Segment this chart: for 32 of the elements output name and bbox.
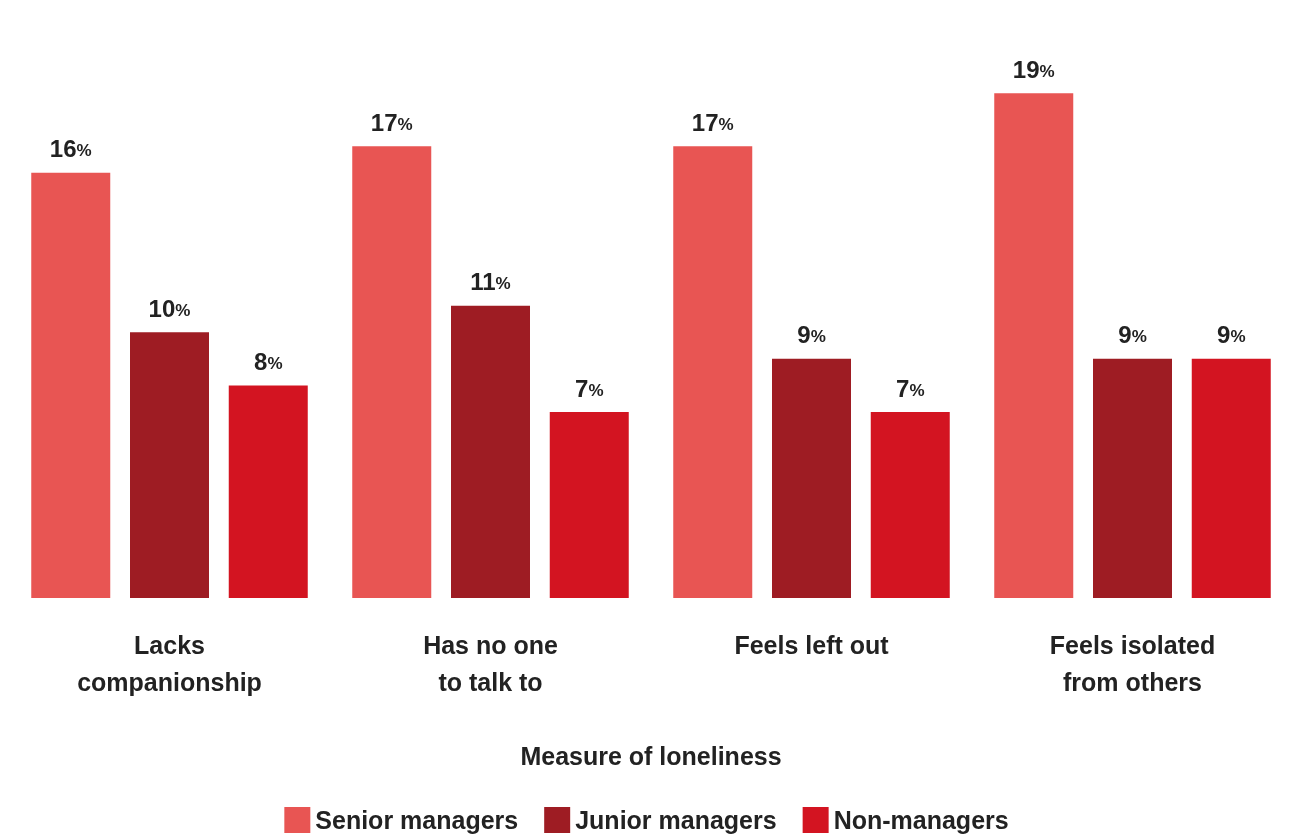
bar — [994, 93, 1074, 598]
x-tick-label: Lacks companionship — [77, 630, 262, 696]
data-label: 17% — [691, 108, 734, 136]
data-label: 17% — [370, 108, 413, 136]
x-tick-label: Has no one to talk to — [423, 630, 558, 696]
data-label: 8% — [254, 347, 283, 375]
bar — [772, 358, 851, 598]
x-axis-title: Measure of loneliness — [520, 741, 782, 770]
data-label: 9% — [797, 321, 826, 349]
data-label: 9% — [1217, 321, 1246, 349]
bar — [673, 146, 753, 598]
bar — [549, 412, 629, 598]
bar — [451, 305, 530, 598]
data-label: 9% — [1118, 321, 1147, 349]
data-label: 16% — [49, 135, 92, 163]
legend-label: Non-managers — [833, 806, 1009, 834]
bar — [870, 412, 950, 598]
x-tick-label: Feels isolated from others — [1049, 630, 1216, 696]
bar — [31, 172, 111, 598]
data-label: 7% — [896, 374, 925, 402]
x-tick-label: Feels left out — [734, 630, 890, 659]
bar — [130, 332, 209, 598]
bar — [352, 146, 432, 598]
bar — [1191, 358, 1271, 598]
bar — [1093, 358, 1172, 598]
legend-label: Senior managers — [315, 806, 519, 834]
data-label: 7% — [575, 374, 604, 402]
data-label: 11% — [470, 268, 511, 296]
legend-label: Junior managers — [575, 806, 777, 834]
data-label: 10% — [148, 294, 191, 322]
data-label: 19% — [1012, 55, 1055, 83]
bar — [228, 385, 308, 598]
